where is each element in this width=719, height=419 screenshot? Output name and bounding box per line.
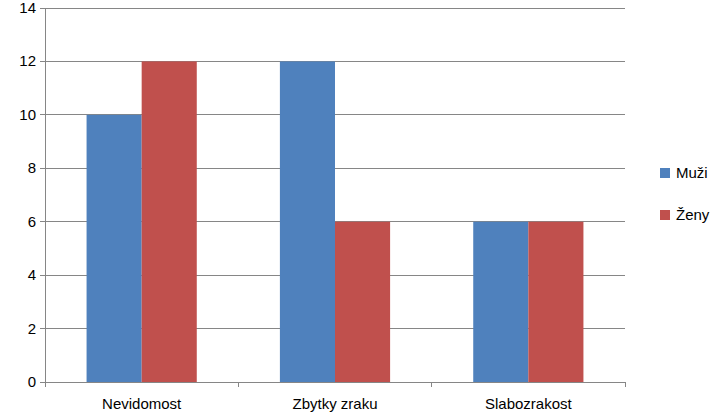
y-tick (40, 221, 45, 222)
y-tick-label: 4 (28, 266, 36, 283)
grid (40, 8, 625, 382)
legend-label: Ženy (676, 206, 710, 223)
y-tick-label: 10 (19, 106, 36, 123)
legend-label: Muži (676, 164, 708, 181)
legend: Muži Ženy (660, 164, 710, 223)
chart-svg: 0 2 4 6 8 10 12 14 Nevidomost Zbytky zraku Slabozr… (0, 0, 719, 419)
legend-swatch (660, 168, 670, 178)
y-tick (40, 168, 45, 169)
bar (87, 115, 142, 382)
x-tick (45, 382, 46, 387)
y-tick (40, 114, 45, 115)
bar (335, 222, 390, 382)
x-axis (40, 382, 625, 383)
x-tick-label: Zbytky zraku (292, 395, 377, 412)
bars (87, 61, 584, 382)
x-tick-label: Nevidomost (102, 395, 182, 412)
y-tick (40, 275, 45, 276)
y-axis (45, 8, 46, 382)
bar (280, 61, 335, 382)
bar (528, 222, 583, 382)
y-tick-label: 14 (19, 0, 36, 16)
x-tick (625, 382, 626, 387)
y-tick-label: 6 (28, 213, 36, 230)
page: {"chart_data": {"type": "bar", "categori… (0, 0, 719, 419)
y-tick (40, 8, 45, 9)
y-tick-label: 0 (28, 373, 36, 390)
legend-swatch (660, 210, 670, 220)
x-tick (238, 382, 239, 387)
y-tick-label: 8 (28, 159, 36, 176)
y-tick-label: 12 (19, 52, 36, 69)
bar (142, 61, 197, 382)
grid-line (45, 8, 625, 9)
chart-container: 0 2 4 6 8 10 12 14 Nevidomost Zbytky zraku Slabozr… (0, 0, 719, 419)
x-tick-label: Slabozrakost (485, 395, 573, 412)
y-tick (40, 61, 45, 62)
y-tick (40, 328, 45, 329)
bar (473, 222, 528, 382)
y-tick-label: 2 (28, 320, 36, 337)
x-tick (431, 382, 432, 387)
